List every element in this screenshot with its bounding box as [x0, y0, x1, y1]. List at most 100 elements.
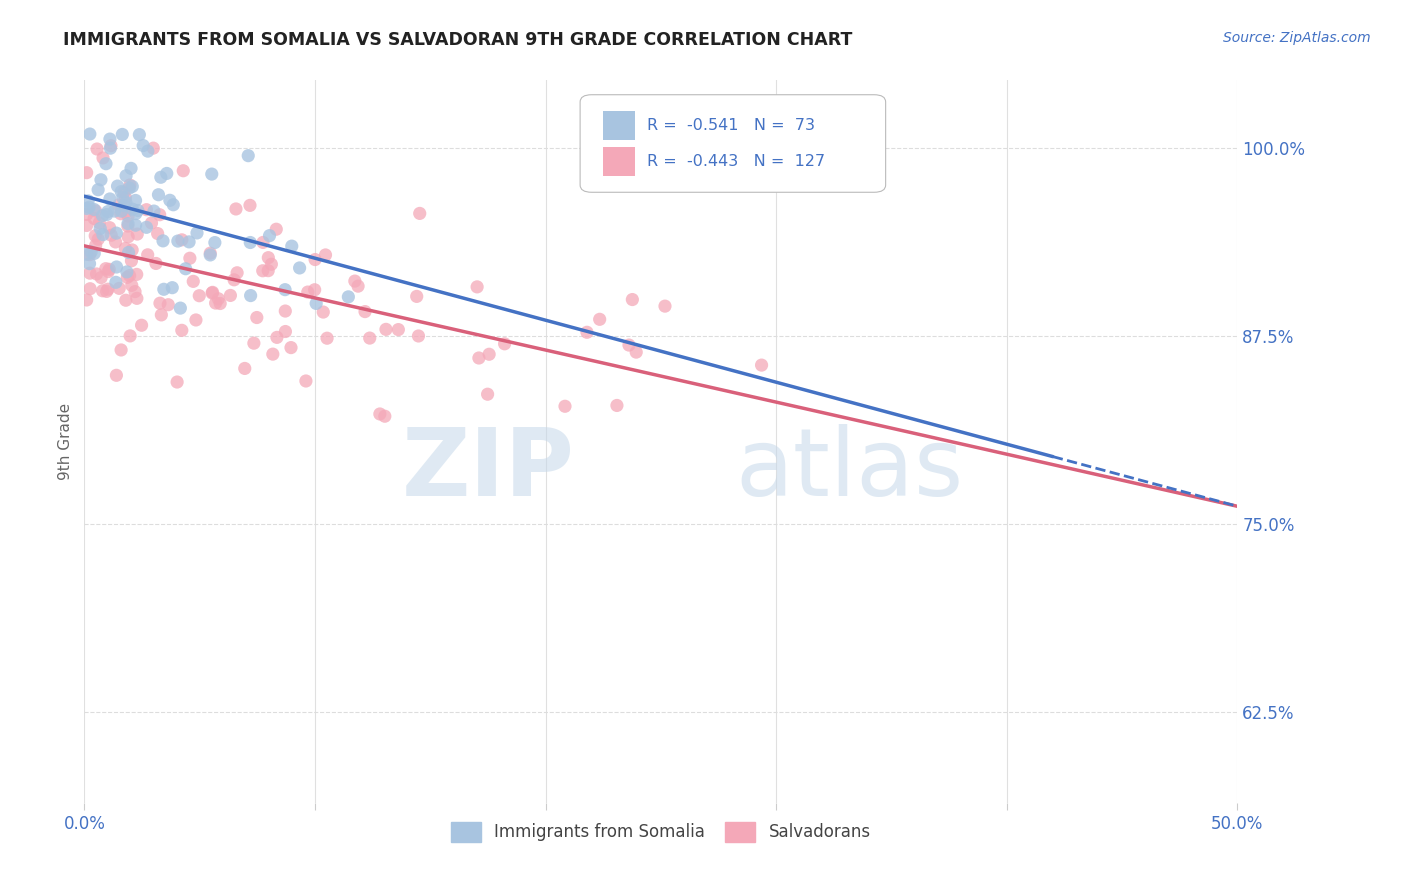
Point — [117, 209, 139, 223]
Text: R =  -0.443   N =  127: R = -0.443 N = 127 — [647, 153, 825, 169]
Point — [337, 290, 360, 304]
Point — [494, 336, 516, 351]
Point — [368, 407, 391, 421]
Y-axis label: 9th Grade: 9th Grade — [58, 403, 73, 480]
Point — [405, 289, 427, 303]
Point — [114, 205, 136, 219]
Point — [146, 227, 169, 241]
Point — [142, 141, 165, 155]
Point — [465, 280, 488, 294]
Point — [118, 181, 141, 195]
Point — [295, 374, 318, 388]
Text: Source: ZipAtlas.com: Source: ZipAtlas.com — [1223, 31, 1371, 45]
Point — [257, 251, 280, 265]
Point — [83, 211, 105, 226]
Point — [110, 207, 132, 221]
Point — [114, 242, 136, 256]
Point — [115, 169, 138, 183]
Point — [132, 138, 155, 153]
Legend: Immigrants from Somalia, Salvadorans: Immigrants from Somalia, Salvadorans — [444, 815, 877, 848]
Point — [79, 127, 101, 141]
Point — [91, 151, 114, 165]
Point — [157, 298, 180, 312]
Point — [148, 187, 170, 202]
Point — [274, 325, 297, 339]
Point — [624, 345, 647, 359]
Point — [259, 228, 281, 243]
Point — [179, 251, 201, 265]
Point — [262, 347, 284, 361]
Point — [124, 194, 146, 208]
Point — [111, 128, 134, 142]
Point — [90, 270, 112, 285]
Point — [121, 243, 143, 257]
Point — [477, 387, 499, 401]
Text: IMMIGRANTS FROM SOMALIA VS SALVADORAN 9TH GRADE CORRELATION CHART: IMMIGRANTS FROM SOMALIA VS SALVADORAN 9T… — [63, 31, 852, 49]
Point — [76, 247, 98, 261]
Point — [79, 282, 101, 296]
Point — [162, 281, 184, 295]
Point — [127, 227, 149, 241]
Point — [162, 198, 184, 212]
Point — [136, 144, 159, 158]
Point — [204, 235, 226, 250]
Point — [90, 173, 112, 187]
Point — [354, 304, 377, 318]
Point — [239, 198, 262, 212]
Point — [94, 261, 117, 276]
Point — [238, 149, 260, 163]
Point — [125, 268, 148, 282]
Point — [117, 229, 139, 244]
Point — [149, 170, 172, 185]
Point — [110, 185, 132, 199]
Point — [252, 235, 274, 250]
Bar — [603, 112, 636, 140]
Point — [409, 206, 432, 220]
Point — [153, 282, 176, 296]
Point — [468, 351, 491, 365]
Point — [184, 313, 207, 327]
Point — [305, 296, 328, 310]
Point — [225, 202, 247, 216]
Point — [86, 267, 108, 281]
Point — [120, 161, 142, 176]
Point — [100, 228, 122, 243]
Point — [201, 285, 224, 300]
Point — [103, 204, 125, 219]
Point — [77, 200, 100, 214]
Point — [304, 252, 326, 267]
Point — [124, 218, 146, 232]
Point — [135, 220, 157, 235]
Point — [654, 299, 676, 313]
Point — [281, 239, 304, 253]
Point — [143, 204, 166, 219]
Point — [145, 256, 167, 270]
Point — [135, 202, 157, 217]
Point — [87, 232, 110, 246]
Point — [84, 204, 107, 219]
Point — [117, 245, 139, 260]
Point — [188, 289, 211, 303]
Point — [111, 191, 134, 205]
Point — [387, 323, 409, 337]
Point — [374, 409, 396, 424]
Point — [112, 199, 135, 213]
Point — [617, 338, 640, 352]
Point — [226, 266, 249, 280]
Point — [343, 274, 366, 288]
Point — [375, 322, 398, 336]
Point — [79, 248, 101, 262]
Point — [110, 204, 132, 219]
Point — [96, 285, 118, 299]
Point — [297, 285, 319, 299]
Text: atlas: atlas — [735, 425, 965, 516]
Point — [125, 291, 148, 305]
Point — [606, 399, 628, 413]
Point — [207, 292, 229, 306]
Point — [315, 248, 337, 262]
Point — [89, 221, 111, 235]
Point — [121, 179, 143, 194]
Point — [76, 166, 98, 180]
Point — [266, 330, 288, 344]
Point — [98, 192, 121, 206]
